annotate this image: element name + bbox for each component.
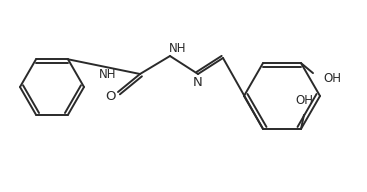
Text: O: O	[106, 90, 116, 103]
Text: OH: OH	[295, 94, 313, 107]
Text: N: N	[193, 75, 203, 89]
Text: NH: NH	[99, 68, 117, 81]
Text: NH: NH	[169, 41, 187, 55]
Text: OH: OH	[323, 72, 341, 85]
